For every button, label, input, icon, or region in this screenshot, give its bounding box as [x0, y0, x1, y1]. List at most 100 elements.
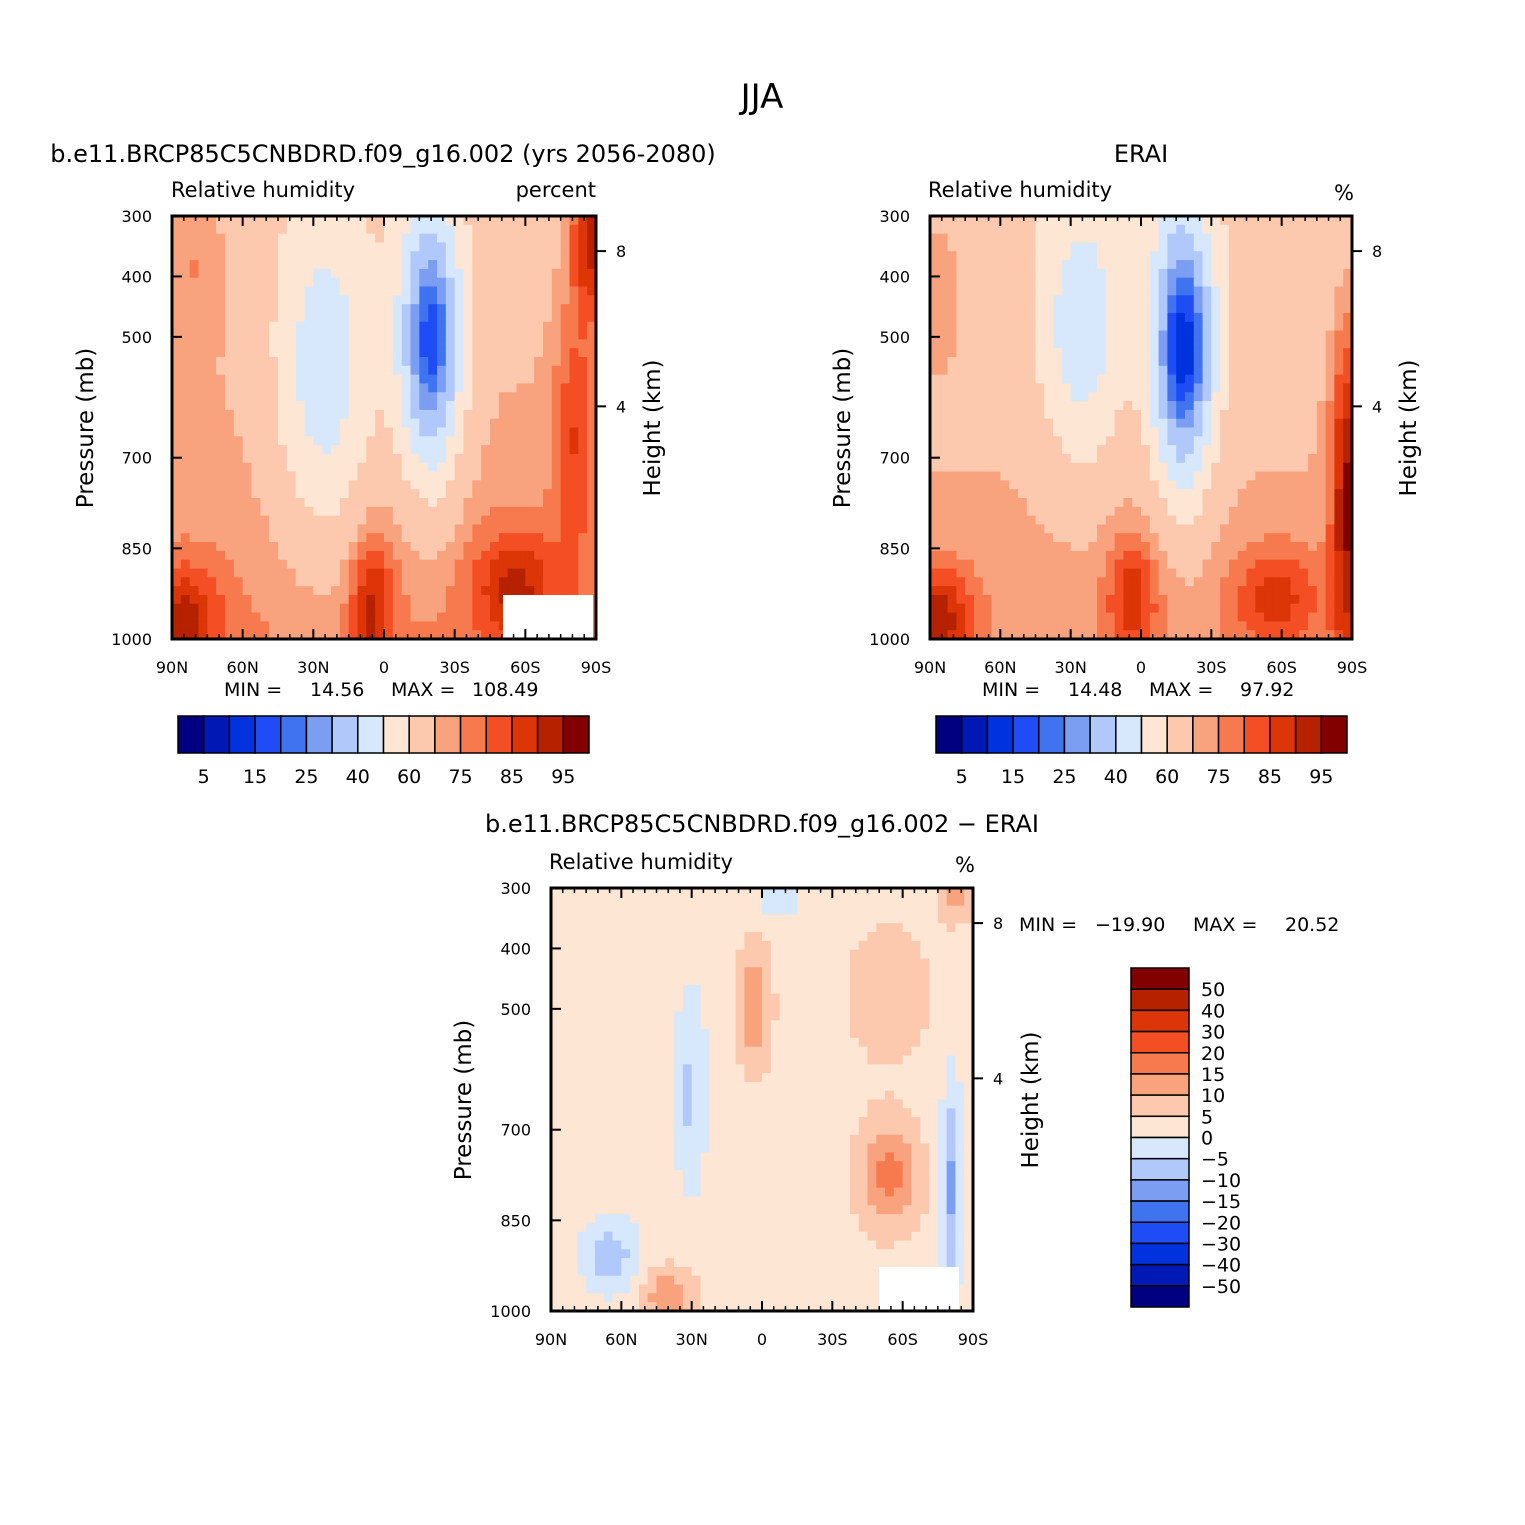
contour-cell — [1264, 577, 1274, 587]
contour-cell — [472, 524, 482, 534]
contour-cell — [1061, 409, 1072, 420]
contour-cell — [1061, 594, 1072, 605]
contour-cell — [1308, 471, 1318, 481]
contour-cell — [472, 462, 482, 473]
contour-cell — [1017, 401, 1028, 411]
contour-cell — [1325, 392, 1336, 402]
contour-cell — [216, 498, 226, 508]
contour-cell — [295, 542, 306, 552]
contour-cell — [322, 550, 332, 561]
contour-cell — [1079, 339, 1089, 349]
contour-cell — [198, 453, 208, 464]
contour-cell — [947, 621, 957, 631]
contour-cell — [1141, 383, 1151, 393]
contour-cell — [938, 224, 949, 235]
contour-cell — [392, 489, 403, 499]
contour-cell — [1343, 621, 1353, 631]
contour-cell — [587, 506, 597, 517]
contour-cell — [392, 348, 403, 358]
contour-cell — [1079, 445, 1089, 455]
contour-cell — [189, 216, 200, 226]
contour-cell — [1123, 260, 1133, 270]
contour-cell — [516, 453, 526, 464]
contour-cell — [1105, 374, 1116, 385]
contour-cell — [1079, 409, 1089, 420]
contour-cell — [454, 498, 465, 508]
contour-cell — [956, 304, 966, 314]
contour-cell — [1097, 471, 1107, 481]
contour-cell — [366, 515, 376, 526]
x-tick-label: 60S — [1266, 658, 1297, 677]
contour-cell — [331, 445, 341, 455]
contour-cell — [578, 506, 588, 517]
contour-cell — [392, 304, 403, 314]
contour-cell — [938, 365, 949, 376]
contour-cell — [428, 453, 438, 464]
colorbar-swatch — [562, 715, 590, 754]
y2-tick-label: 4 — [616, 397, 626, 416]
contour-cell — [551, 242, 562, 252]
contour-cell — [1220, 383, 1230, 393]
contour-cell — [366, 216, 376, 226]
contour-cell — [189, 568, 200, 578]
contour-cell — [286, 392, 297, 402]
contour-cell — [1123, 304, 1133, 314]
contour-cell — [1000, 268, 1010, 279]
contour-cell — [534, 251, 544, 261]
contour-cell — [525, 312, 535, 323]
contour-cell — [463, 603, 473, 614]
contour-cell — [348, 462, 359, 473]
contour-cell — [1132, 462, 1142, 473]
contour-cell — [1334, 357, 1344, 367]
contour-cell — [498, 392, 509, 402]
contour-cell — [973, 330, 984, 340]
contour-cell — [1088, 321, 1098, 332]
contour-cell — [1202, 330, 1212, 340]
contour-cell — [1158, 268, 1168, 279]
contour-cell — [1211, 471, 1221, 481]
contour-cell — [1264, 550, 1274, 561]
contour-cell — [225, 304, 235, 314]
contour-cell — [481, 550, 491, 561]
contour-cell — [1325, 409, 1336, 420]
contour-cell — [973, 594, 984, 605]
contour-cell — [1325, 277, 1336, 288]
contour-cell — [1053, 568, 1063, 578]
contour-cell — [375, 489, 385, 499]
contour-cell — [1325, 242, 1336, 252]
contour-cell — [1343, 260, 1353, 270]
contour-cell — [1114, 630, 1125, 640]
contour-cell — [1088, 295, 1098, 305]
contour-cell — [207, 533, 217, 543]
contour-cell — [587, 321, 597, 332]
contour-cell — [225, 480, 235, 490]
contour-cell — [1228, 251, 1239, 261]
contour-cell — [1026, 260, 1037, 270]
contour-cell — [189, 533, 200, 543]
contour-cell — [251, 489, 261, 499]
contour-cell — [569, 436, 579, 446]
contour-cell — [1088, 586, 1098, 596]
contour-cell — [1114, 348, 1125, 358]
contour-cell — [339, 295, 350, 305]
colorbar-swatch — [228, 715, 256, 754]
contour-cell — [1097, 304, 1107, 314]
contour-cell — [251, 216, 261, 226]
contour-cell — [1035, 401, 1045, 411]
contour-cell — [930, 445, 940, 455]
contour-cell — [1343, 586, 1353, 596]
contour-cell — [638, 905, 649, 916]
contour-cell — [1141, 216, 1151, 226]
contour-cell — [973, 277, 984, 288]
contour-cell — [225, 330, 235, 340]
contour-cell — [322, 594, 332, 605]
contour-cell — [463, 321, 473, 332]
contour-cell — [392, 427, 403, 437]
contour-cell — [1097, 374, 1107, 385]
contour-cell — [982, 409, 993, 420]
contour-cell — [1202, 489, 1212, 499]
contour-cell — [1228, 242, 1239, 252]
contour-cell — [965, 357, 975, 367]
contour-cell — [691, 896, 702, 907]
contour-cell — [1009, 260, 1019, 270]
